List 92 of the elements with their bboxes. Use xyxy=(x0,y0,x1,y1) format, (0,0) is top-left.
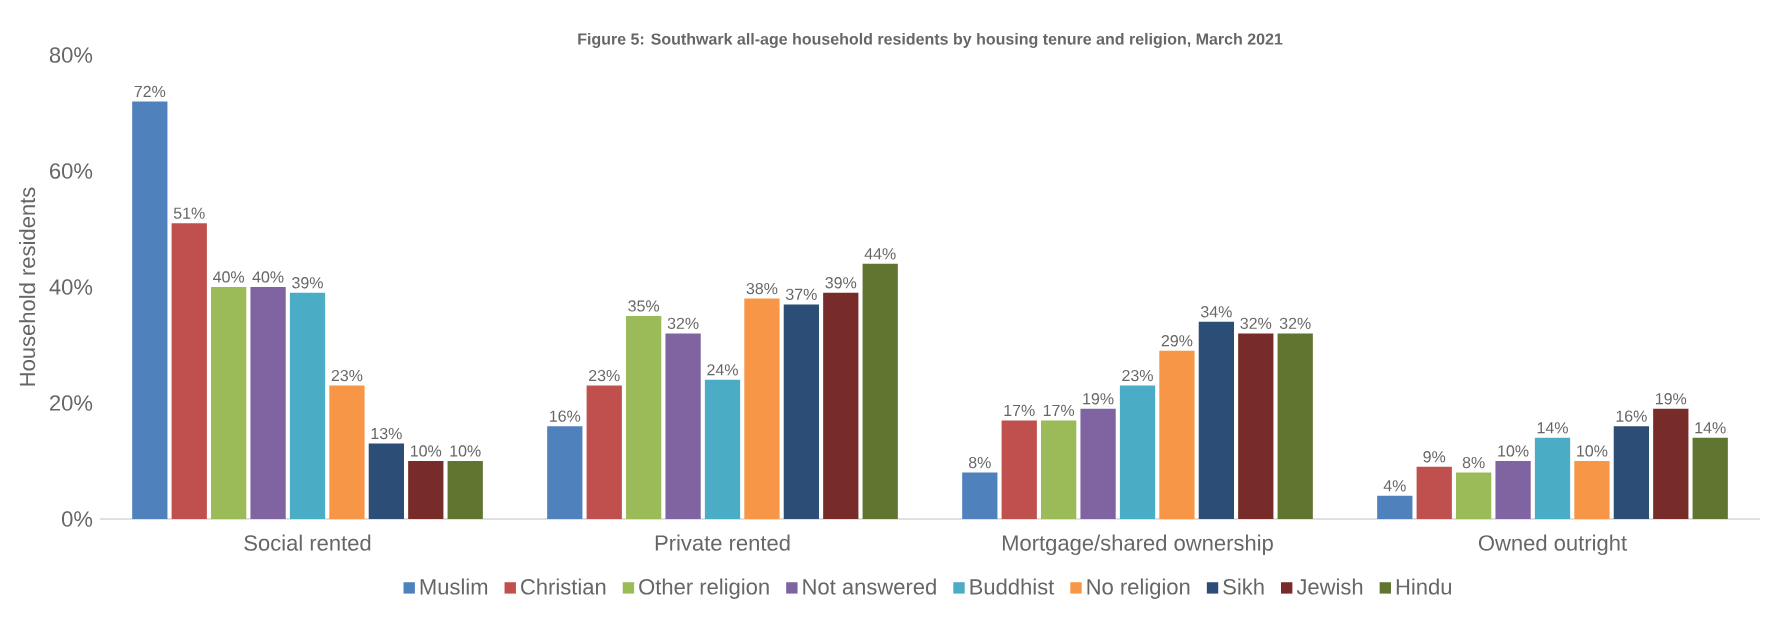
legend-label: Christian xyxy=(521,578,606,595)
chart-title: Figure 5: Southwark all-age household residents by housing tenure and religion, March 2021 xyxy=(578,32,1283,48)
y-tick-label: 20% xyxy=(50,395,93,411)
data-label: 14% xyxy=(1537,422,1568,434)
data-label: 16% xyxy=(550,410,581,422)
bar xyxy=(368,443,404,519)
data-label: 37% xyxy=(785,288,817,301)
legend-label: Sikh xyxy=(1223,578,1264,595)
data-label: 39% xyxy=(825,277,857,289)
legend-label: Other religion xyxy=(639,578,769,599)
data-label: 19% xyxy=(1656,393,1687,405)
bar xyxy=(547,426,583,519)
data-label: 17% xyxy=(1004,404,1035,416)
y-tick-label: 80% xyxy=(49,47,93,63)
bar xyxy=(823,292,859,519)
data-label: 14% xyxy=(1695,422,1726,434)
data-label: 40% xyxy=(252,271,284,283)
y-axis-title: Household residents xyxy=(19,187,36,386)
x-tick-label: Owned outright xyxy=(1478,534,1627,556)
bar xyxy=(1456,472,1492,519)
legend-label: Muslim xyxy=(420,578,488,595)
bar xyxy=(132,101,168,519)
data-label: 32% xyxy=(1240,317,1272,330)
data-label: 8% xyxy=(1462,456,1485,469)
bar xyxy=(862,263,898,519)
data-label: 10% xyxy=(411,445,442,457)
data-label: 17% xyxy=(1043,404,1075,416)
bar xyxy=(1416,466,1452,519)
bar xyxy=(408,461,444,519)
data-label: 23% xyxy=(589,369,620,382)
data-label: 10% xyxy=(450,445,481,457)
data-label: 72% xyxy=(134,85,166,98)
bar xyxy=(1653,408,1689,519)
legend-label: Not answered xyxy=(803,578,936,595)
bar xyxy=(171,223,207,519)
data-label: 32% xyxy=(667,317,699,330)
bar xyxy=(211,287,247,519)
x-tick-label: Social rented xyxy=(244,534,371,551)
bar xyxy=(1613,426,1649,519)
bar xyxy=(1119,385,1156,519)
bar xyxy=(447,461,483,519)
data-label: 34% xyxy=(1200,306,1232,318)
x-tick-label: Private rented xyxy=(655,534,790,551)
bar xyxy=(1377,495,1413,519)
data-label: 4% xyxy=(1383,480,1406,492)
data-label: 9% xyxy=(1423,451,1446,463)
bar xyxy=(1001,420,1037,519)
data-label: 35% xyxy=(628,300,660,312)
bar xyxy=(1238,333,1274,519)
bar xyxy=(962,472,998,519)
data-label: 19% xyxy=(1083,393,1114,405)
data-label: 44% xyxy=(864,248,896,260)
data-label: 24% xyxy=(707,364,738,376)
legend-label: No religion xyxy=(1087,578,1190,599)
legend-label: Buddhist xyxy=(970,578,1055,595)
bar xyxy=(1080,408,1116,519)
bar xyxy=(1692,437,1728,519)
data-label: 13% xyxy=(371,427,402,440)
bar xyxy=(626,316,662,519)
data-label: 10% xyxy=(1498,445,1529,457)
bar xyxy=(1277,333,1313,519)
data-label: 8% xyxy=(968,456,991,469)
bar xyxy=(1159,350,1195,519)
bar xyxy=(1574,461,1610,519)
data-label: 23% xyxy=(331,369,363,382)
bar xyxy=(744,298,780,519)
bar xyxy=(665,333,701,519)
data-label: 32% xyxy=(1279,317,1311,330)
data-label: 38% xyxy=(746,282,778,295)
x-tick-label: Mortgage/shared ownership xyxy=(1002,534,1273,556)
bar xyxy=(1198,321,1234,519)
bar xyxy=(1495,461,1531,519)
bar xyxy=(250,287,286,519)
y-tick-label: 0% xyxy=(62,511,93,527)
bar xyxy=(704,379,741,519)
y-tick-label: 60% xyxy=(50,163,93,179)
data-label: 23% xyxy=(1122,369,1153,382)
legend-label: Hindu xyxy=(1396,578,1452,595)
bar xyxy=(1041,420,1077,519)
bar xyxy=(783,304,819,519)
bar xyxy=(329,385,365,519)
data-label: 39% xyxy=(292,277,323,289)
bar xyxy=(1534,437,1571,519)
legend-label: Jewish xyxy=(1296,578,1363,595)
bar xyxy=(289,292,326,519)
bar xyxy=(586,385,622,519)
data-label: 29% xyxy=(1161,335,1193,347)
data-label: 10% xyxy=(1577,445,1608,457)
y-tick-label: 40% xyxy=(49,279,93,295)
data-label: 40% xyxy=(213,271,245,283)
data-label: 51% xyxy=(173,207,205,219)
data-label: 16% xyxy=(1616,410,1647,422)
